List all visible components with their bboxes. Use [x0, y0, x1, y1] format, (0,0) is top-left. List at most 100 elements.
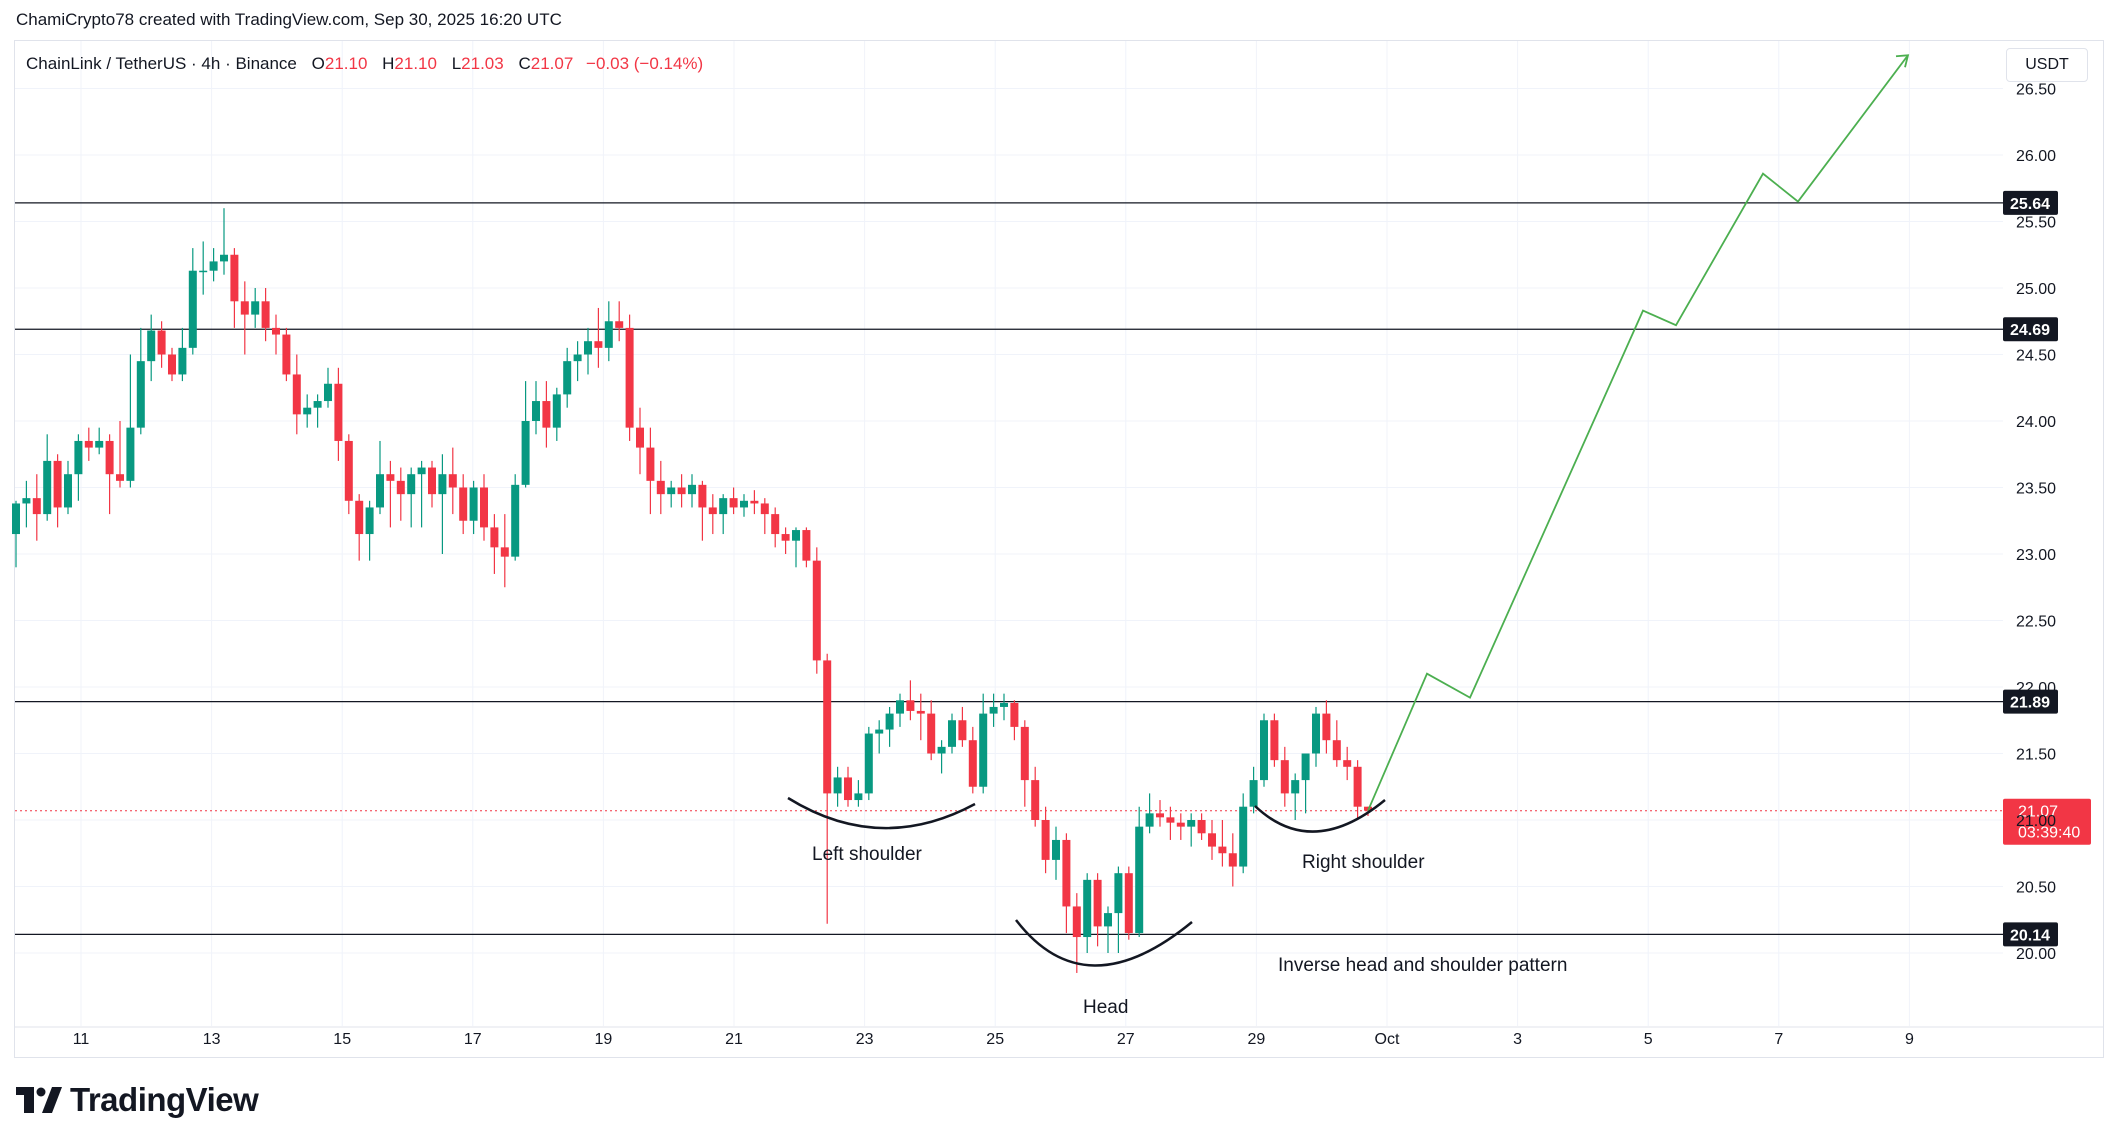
candle-body — [563, 361, 572, 395]
candle — [251, 288, 260, 328]
candle — [844, 766, 852, 807]
candle-body — [1104, 913, 1112, 927]
candle-body — [95, 440, 104, 448]
candle-body — [126, 427, 135, 481]
candle — [469, 480, 478, 535]
candle — [615, 301, 624, 342]
candle-body — [833, 777, 842, 794]
candle — [875, 720, 884, 754]
candle — [521, 381, 530, 488]
candle — [1166, 806, 1175, 840]
candle-body — [604, 321, 613, 348]
candle — [396, 467, 405, 521]
candle — [1031, 766, 1040, 827]
candle-body — [937, 746, 946, 754]
y-tick-label: 22.00 — [2016, 680, 2056, 697]
y-tick-label: 23.00 — [2016, 547, 2056, 564]
candle-body — [188, 270, 197, 348]
candle-body — [74, 440, 83, 475]
candle — [1353, 760, 1362, 820]
candle-body — [459, 487, 468, 521]
tradingview-logo-icon — [16, 1087, 62, 1113]
candle-body — [896, 700, 904, 714]
candle — [1228, 833, 1237, 887]
candle — [282, 327, 291, 382]
candle-body — [1249, 780, 1258, 807]
level-price-label: 24.69 — [2010, 322, 2050, 339]
candle-body — [1228, 853, 1237, 867]
candle — [729, 487, 738, 515]
candle — [646, 427, 655, 515]
candle-body — [584, 341, 592, 355]
candle-body — [376, 474, 384, 508]
candle-body — [1124, 873, 1133, 934]
candle — [573, 341, 582, 382]
left-shoulder-label: Left shoulder — [812, 844, 923, 865]
candle — [656, 460, 665, 515]
candle — [168, 347, 176, 382]
candle — [240, 281, 249, 355]
candle — [1104, 906, 1112, 953]
candle — [667, 480, 676, 508]
candle-body — [1239, 806, 1248, 867]
pattern-annotations: Left shoulder Head Right shoulder Inverse h… — [787, 796, 1567, 1018]
candle-body — [469, 487, 478, 521]
candle-body — [428, 467, 436, 495]
candle-body — [22, 498, 31, 504]
candle-body — [1000, 702, 1008, 707]
chart-credit: ChamiCrypto78 created with TradingView.c… — [16, 10, 562, 29]
current-price-label: 21.07 — [2018, 804, 2058, 821]
candle-body — [1072, 906, 1081, 938]
candle-body — [1301, 753, 1310, 781]
currency-button[interactable]: USDT — [2006, 48, 2088, 82]
candle-body — [32, 498, 41, 515]
candle-body — [781, 534, 790, 541]
candle — [1114, 866, 1123, 953]
candle — [292, 354, 301, 435]
candle-body — [771, 514, 780, 535]
candle-body — [1052, 839, 1060, 860]
candle-body — [448, 474, 457, 488]
candle — [1041, 806, 1050, 874]
candle — [979, 693, 988, 794]
x-tick-label: 27 — [1117, 1031, 1135, 1048]
candle-body — [84, 440, 93, 448]
candle-body — [792, 530, 800, 541]
candle-body — [802, 530, 811, 561]
candle-body — [594, 341, 603, 348]
candle-body — [989, 706, 998, 714]
candle — [1124, 866, 1133, 940]
grid — [15, 41, 2003, 1026]
candle-body — [1010, 702, 1019, 727]
candle-body — [719, 498, 728, 515]
candle — [937, 740, 946, 774]
x-tick-label: 17 — [464, 1031, 482, 1048]
candle — [407, 467, 416, 528]
candle-body — [844, 777, 852, 801]
candle — [1301, 753, 1310, 814]
x-tick-label: 7 — [1774, 1031, 1783, 1048]
candle-body — [677, 487, 686, 495]
candle-body — [656, 480, 665, 495]
candle — [365, 500, 374, 561]
candle — [719, 494, 728, 535]
x-tick-label: 3 — [1513, 1031, 1522, 1048]
candle-body — [1280, 760, 1289, 794]
candle-body — [480, 487, 488, 528]
x-tick-label: 11 — [73, 1031, 90, 1048]
candle — [1312, 706, 1320, 767]
candle — [864, 726, 873, 801]
candle-body — [12, 503, 20, 535]
candle-body — [1322, 713, 1331, 741]
candle — [854, 780, 863, 807]
candle — [927, 700, 936, 761]
close-label: C — [518, 54, 531, 73]
candle — [594, 307, 603, 368]
candle — [677, 474, 686, 508]
candle — [750, 490, 759, 515]
y-tick-label: 25.50 — [2016, 215, 2056, 232]
high-value: 21.10 — [394, 54, 437, 73]
candle — [376, 440, 384, 515]
candle-body — [1291, 780, 1300, 794]
